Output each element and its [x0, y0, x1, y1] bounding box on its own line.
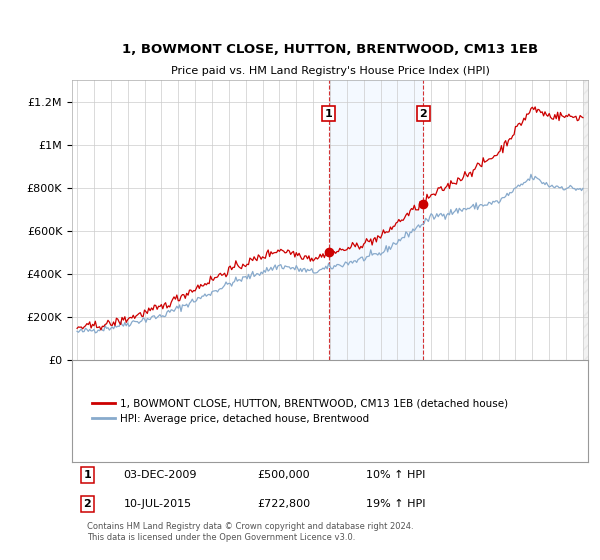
Bar — [329, 80, 423, 360]
Text: £722,800: £722,800 — [258, 499, 311, 508]
Legend: 1, BOWMONT CLOSE, HUTTON, BRENTWOOD, CM13 1EB (detached house), HPI: Average pri: 1, BOWMONT CLOSE, HUTTON, BRENTWOOD, CM1… — [88, 394, 512, 428]
Text: 10% ↑ HPI: 10% ↑ HPI — [366, 470, 425, 480]
Text: £500,000: £500,000 — [258, 470, 310, 480]
Text: 2: 2 — [419, 109, 427, 119]
Text: Price paid vs. HM Land Registry's House Price Index (HPI): Price paid vs. HM Land Registry's House … — [170, 66, 490, 76]
Text: 10-JUL-2015: 10-JUL-2015 — [124, 499, 192, 508]
Text: 1: 1 — [325, 109, 332, 119]
Text: 1: 1 — [83, 470, 91, 480]
Text: 1, BOWMONT CLOSE, HUTTON, BRENTWOOD, CM13 1EB: 1, BOWMONT CLOSE, HUTTON, BRENTWOOD, CM1… — [122, 43, 538, 56]
Text: 03-DEC-2009: 03-DEC-2009 — [124, 470, 197, 480]
Text: Contains HM Land Registry data © Crown copyright and database right 2024.
This d: Contains HM Land Registry data © Crown c… — [88, 522, 414, 542]
Text: 19% ↑ HPI: 19% ↑ HPI — [366, 499, 425, 508]
Bar — [583, 80, 588, 360]
Text: 2: 2 — [83, 499, 91, 508]
